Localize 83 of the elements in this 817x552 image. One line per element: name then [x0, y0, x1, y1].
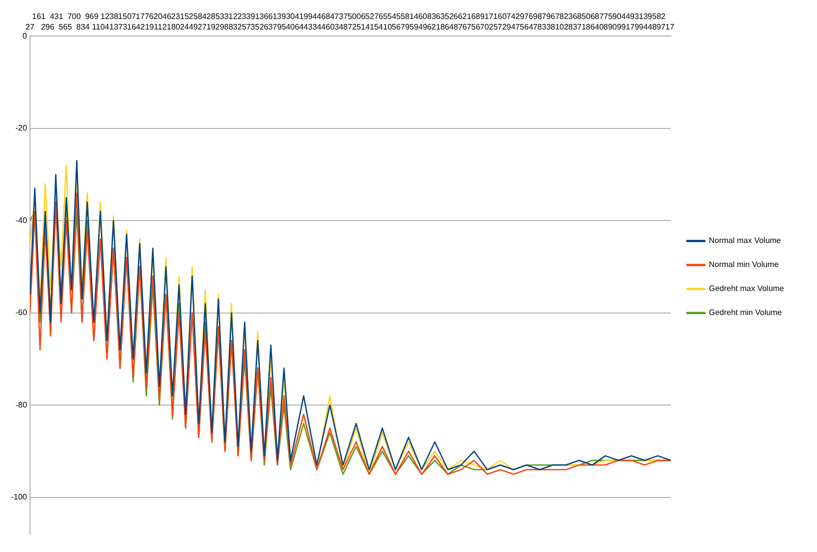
x-tick-label: 2719: [198, 22, 216, 32]
x-tick-label: 8640: [586, 22, 604, 32]
x2-tick-label: 7967: [542, 12, 560, 22]
x-tick-label: 3257: [232, 22, 252, 32]
x2-tick-label: 7160: [488, 12, 508, 22]
x-tick-label: 6487: [444, 22, 464, 32]
x2-tick-label: 4199: [294, 12, 314, 22]
x2-tick-label: 9313: [630, 12, 648, 22]
x-tick-label: 5141: [356, 22, 375, 32]
x2-tick-label: 9044: [612, 12, 631, 22]
x-tick-label: 2988: [215, 22, 234, 32]
x2-tick-label: 2315: [171, 12, 190, 22]
x-tick-label: 2449: [180, 22, 198, 32]
legend-label: Normal min Volume: [708, 260, 780, 270]
x-tick-label: 6218: [427, 22, 446, 32]
x-tick-label: 7294: [498, 22, 516, 32]
x-tick-label: 3795: [268, 22, 287, 32]
y-tick-label: -80: [15, 400, 28, 410]
x-tick-label: 1642: [127, 22, 146, 32]
x-tick-label: 834: [76, 22, 90, 32]
x2-tick-label: 8775: [594, 12, 614, 22]
x2-tick-label: 4737: [330, 12, 348, 22]
x-tick-label: 5679: [392, 22, 410, 32]
y-tick-label: 0: [22, 31, 28, 40]
x-tick-label: 4064: [286, 22, 304, 32]
x-tick-label: 27: [26, 22, 36, 32]
x2-tick-label: 2046: [154, 12, 172, 22]
x-tick-label: 1373: [109, 22, 128, 32]
x-tick-label: 6756: [462, 22, 481, 32]
x2-tick-label: 1238: [100, 12, 119, 22]
x-tick-label: 7025: [480, 22, 498, 32]
x2-tick-label: 3930: [277, 12, 296, 22]
x-tick-label: 1104: [92, 22, 110, 32]
x-tick-label: 1911: [144, 22, 163, 32]
x-tick-label: 4872: [338, 22, 358, 32]
y-tick-label: -40: [15, 216, 28, 225]
x2-tick-label: 6621: [454, 12, 472, 22]
legend-label: Gedreht min Volume: [708, 308, 782, 318]
x2-tick-label: 3391: [242, 12, 260, 22]
x2-tick-label: 6352: [436, 12, 454, 22]
x2-tick-label: 2584: [188, 12, 208, 22]
x-tick-label: 565: [58, 22, 73, 32]
x2-tick-label: 6083: [418, 12, 437, 22]
x2-tick-label: 6891: [471, 12, 490, 22]
x2-tick-label: 7429: [506, 12, 525, 22]
legend-label: Gedreht max Volume: [708, 284, 785, 294]
x2-tick-label: 5545: [382, 12, 402, 22]
x-tick-label: 9448: [638, 22, 658, 32]
x2-tick-label: 2853: [206, 12, 225, 22]
x-tick-label: 2180: [162, 22, 181, 32]
x-tick-label: 8102: [550, 22, 569, 32]
x-tick-label: 5410: [374, 22, 392, 32]
x-tick-label: 8371: [568, 22, 587, 32]
x2-tick-label: 3122: [224, 12, 242, 22]
x2-tick-label: 700: [67, 12, 82, 22]
x-tick-label: 296: [40, 22, 55, 32]
x2-tick-label: 1507: [118, 12, 137, 22]
x-tick-label: 9179: [621, 22, 640, 32]
x2-tick-label: 5006: [348, 12, 366, 22]
x2-tick-label: 8236: [559, 12, 578, 22]
x2-tick-label: 161: [32, 12, 46, 22]
x2-tick-label: 4468: [312, 12, 331, 22]
y-tick-label: -20: [15, 124, 28, 133]
x-tick-label: 8909: [604, 22, 622, 32]
x-tick-label: 9717: [656, 22, 675, 32]
x2-tick-label: 8506: [577, 12, 596, 22]
x2-tick-label: 9582: [648, 12, 666, 22]
y-tick-label: -100: [10, 492, 28, 502]
x2-tick-label: 5814: [400, 12, 419, 22]
x2-tick-label: 7698: [524, 12, 542, 22]
x2-tick-label: 969: [85, 12, 99, 22]
x2-tick-label: 3661: [259, 12, 278, 22]
x-tick-label: 4334: [304, 22, 322, 32]
legend-label: Normal max Volume: [708, 236, 782, 246]
x-tick-label: 4603: [321, 22, 340, 32]
x2-tick-label: 5276: [365, 12, 384, 22]
x-tick-label: 7564: [515, 22, 534, 32]
x2-tick-label: 1776: [136, 12, 154, 22]
x-tick-label: 7833: [532, 22, 552, 32]
x-tick-label: 3526: [250, 22, 269, 32]
x-tick-label: 5949: [409, 22, 428, 32]
x2-tick-label: 431: [50, 12, 64, 22]
y-tick-label: -60: [15, 308, 28, 318]
